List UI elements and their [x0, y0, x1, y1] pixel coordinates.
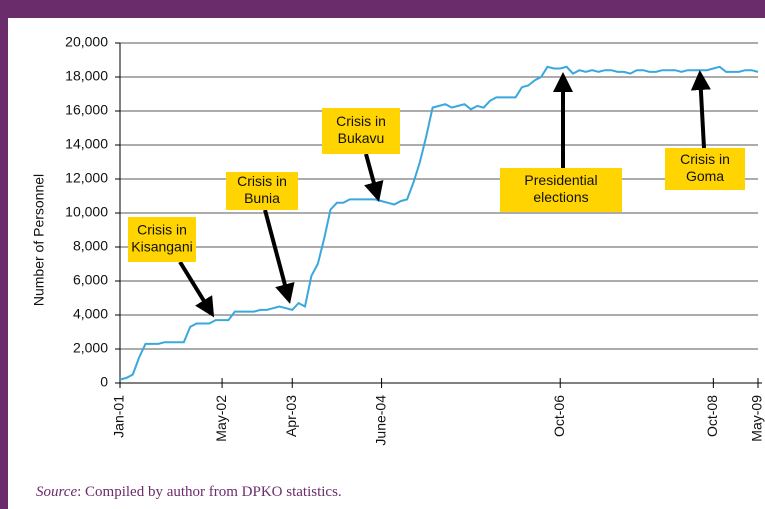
x-tick-label: Apr-03	[283, 395, 299, 437]
source-label: Source	[36, 484, 77, 500]
banner	[0, 0, 765, 18]
x-tick-label: Jan-01	[111, 395, 127, 438]
annotation-box	[500, 168, 622, 212]
y-tick-label: 14,000	[65, 136, 108, 152]
y-tick-label: 10,000	[65, 204, 108, 220]
annotation-text: Crisis in	[336, 113, 386, 129]
y-axis-label: Number of Personnel	[31, 174, 47, 306]
y-tick-label: 18,000	[65, 68, 108, 84]
x-tick-label: Oct-08	[704, 395, 720, 437]
annotation-arrow	[690, 70, 711, 149]
annotation-text: Goma	[686, 168, 724, 184]
y-tick-label: 20,000	[65, 34, 108, 50]
source: Source: Compiled by author from DPKO sta…	[36, 484, 342, 500]
x-tick-label: May-02	[213, 395, 229, 442]
annotation-arrow	[178, 260, 215, 318]
annotation-box	[665, 148, 745, 190]
annotation-text: Bunia	[244, 190, 280, 206]
x-tick-label: Oct-06	[551, 395, 567, 437]
y-tick-label: 16,000	[65, 102, 108, 118]
x-tick-label: June-04	[372, 395, 388, 446]
line-series	[119, 65, 759, 381]
annotation-text: Kisangani	[131, 239, 193, 255]
annotation-text: Presidential	[524, 172, 597, 188]
annotation-text: Crisis in	[137, 222, 187, 238]
annotation-text: Bukavu	[338, 130, 385, 146]
x-tick-label: May-09	[749, 395, 765, 442]
left-border	[0, 0, 8, 509]
y-tick-label: 4,000	[73, 306, 108, 322]
y-tick-label: 0	[100, 374, 108, 390]
annotation-text: elections	[533, 189, 588, 205]
y-tick-label: 6,000	[73, 272, 108, 288]
annotation-text: Crisis in	[237, 173, 287, 189]
y-tick-label: 2,000	[73, 340, 108, 356]
y-tick-label: 8,000	[73, 238, 108, 254]
annotation-arrow	[263, 209, 295, 304]
source-text: : Compiled by author from DPKO statistic…	[77, 484, 342, 500]
annotation-box	[322, 108, 400, 154]
annotation-box	[128, 217, 196, 262]
annotation-text: Crisis in	[680, 151, 730, 167]
y-tick-label: 12,000	[65, 170, 108, 186]
annotation-box	[226, 172, 298, 210]
annotation-arrow	[364, 153, 384, 202]
